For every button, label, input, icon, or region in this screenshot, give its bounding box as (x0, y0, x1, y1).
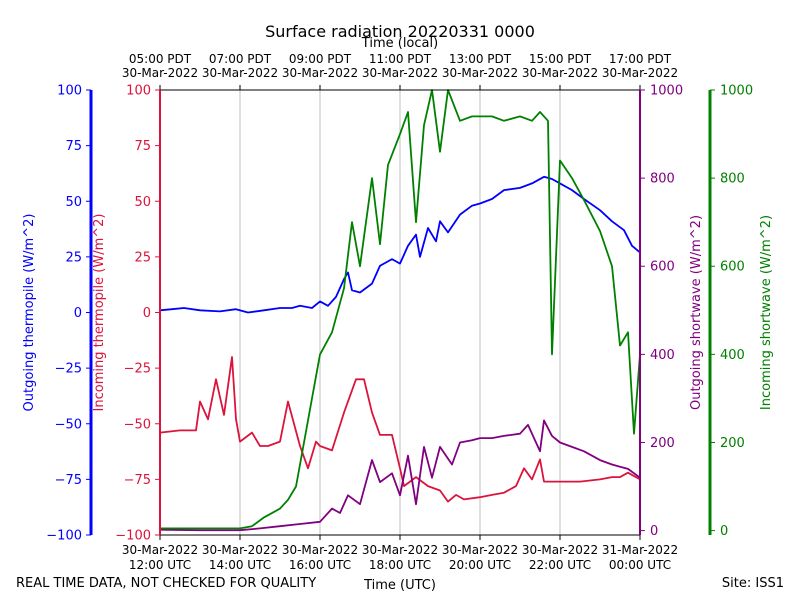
y-tick-label: −100 (115, 529, 151, 544)
x-tick-utc-date: 31-Mar-2022 (602, 543, 678, 557)
y-tick-label: −75 (124, 473, 151, 488)
x-tick-local-time: 17:00 PDT (609, 52, 672, 66)
x-tick-utc-time: 22:00 UTC (529, 558, 591, 572)
y-tick-label: 0 (143, 306, 151, 321)
y-tick-label: 800 (720, 172, 745, 187)
x-tick-local-time: 09:00 PDT (289, 52, 352, 66)
y-tick-label: −25 (55, 362, 82, 377)
y-tick-label: 50 (134, 195, 151, 210)
x-tick-local-time: 05:00 PDT (129, 52, 192, 66)
x-tick-local-date: 30-Mar-2022 (122, 66, 198, 80)
x-tick-local-date: 30-Mar-2022 (282, 66, 358, 80)
y-tick-label: −75 (55, 473, 82, 488)
top-axis-label: Time (local) (361, 36, 438, 51)
y-tick-label: 0 (74, 306, 82, 321)
y-tick-label: 1000 (650, 84, 683, 99)
y-tick-label: 100 (57, 84, 82, 99)
y-tick-label: 200 (720, 436, 745, 451)
x-tick-utc-date: 30-Mar-2022 (122, 543, 198, 557)
y-tick-label: 200 (650, 436, 675, 451)
x-tick-local-time: 11:00 PDT (369, 52, 432, 66)
x-tick-local-date: 30-Mar-2022 (362, 66, 438, 80)
x-tick-utc-time: 14:00 UTC (209, 558, 271, 572)
y-tick-label: 75 (134, 139, 151, 154)
x-tick-utc-date: 30-Mar-2022 (202, 543, 278, 557)
chart-title: Surface radiation 20220331 0000 (265, 22, 535, 41)
x-tick-utc-time: 00:00 UTC (609, 558, 671, 572)
y-tick-label: −25 (124, 362, 151, 377)
x-tick-utc-time: 20:00 UTC (449, 558, 511, 572)
x-tick-local-date: 30-Mar-2022 (442, 66, 518, 80)
y-axis-label-0: Outgoing thermopile (W/m^2) (22, 214, 37, 412)
y-tick-label: −100 (46, 529, 82, 544)
x-tick-local-time: 15:00 PDT (529, 52, 592, 66)
y-axis-label-3: Incoming shortwave (W/m^2) (759, 215, 774, 410)
y-tick-label: −50 (55, 417, 82, 432)
y-tick-label: 50 (65, 195, 82, 210)
y-tick-label: 1000 (720, 84, 753, 99)
x-tick-utc-date: 30-Mar-2022 (362, 543, 438, 557)
y-tick-label: 25 (134, 250, 151, 265)
y-tick-label: 25 (65, 250, 82, 265)
x-tick-utc-date: 30-Mar-2022 (442, 543, 518, 557)
x-tick-utc-date: 30-Mar-2022 (522, 543, 598, 557)
y-tick-label: 0 (650, 524, 658, 539)
series-line-incoming-thermopile (159, 356, 641, 503)
site-label: Site: ISS1 (721, 576, 784, 591)
x-tick-local-time: 07:00 PDT (209, 52, 272, 66)
y-tick-label: 75 (65, 139, 82, 154)
y-tick-label: 400 (650, 348, 675, 363)
y-tick-label: 600 (650, 260, 675, 275)
y-tick-label: −50 (124, 417, 151, 432)
x-tick-local-date: 30-Mar-2022 (202, 66, 278, 80)
x-tick-utc-date: 30-Mar-2022 (282, 543, 358, 557)
y-tick-label: 0 (720, 524, 728, 539)
y-tick-label: 100 (126, 84, 151, 99)
series-line-outgoing-shortwave (159, 419, 641, 532)
y-axis-label-2: Outgoing shortwave (W/m^2) (689, 215, 704, 410)
x-tick-local-date: 30-Mar-2022 (602, 66, 678, 80)
series-line-outgoing-thermopile (159, 175, 641, 314)
x-axis-label: Time (UTC) (363, 578, 436, 593)
y-tick-label: 800 (650, 172, 675, 187)
x-tick-utc-time: 12:00 UTC (129, 558, 191, 572)
series-line-incoming-shortwave (160, 89, 641, 530)
quality-disclaimer: REAL TIME DATA, NOT CHECKED FOR QUALITY (16, 576, 317, 591)
x-tick-local-time: 13:00 PDT (449, 52, 512, 66)
y-tick-label: 400 (720, 348, 745, 363)
x-tick-utc-time: 18:00 UTC (369, 558, 431, 572)
x-tick-utc-time: 16:00 UTC (289, 558, 351, 572)
y-axis-label-1: Incoming thermopile (W/m^2) (92, 214, 107, 412)
y-tick-label: 600 (720, 260, 745, 275)
x-tick-local-date: 30-Mar-2022 (522, 66, 598, 80)
